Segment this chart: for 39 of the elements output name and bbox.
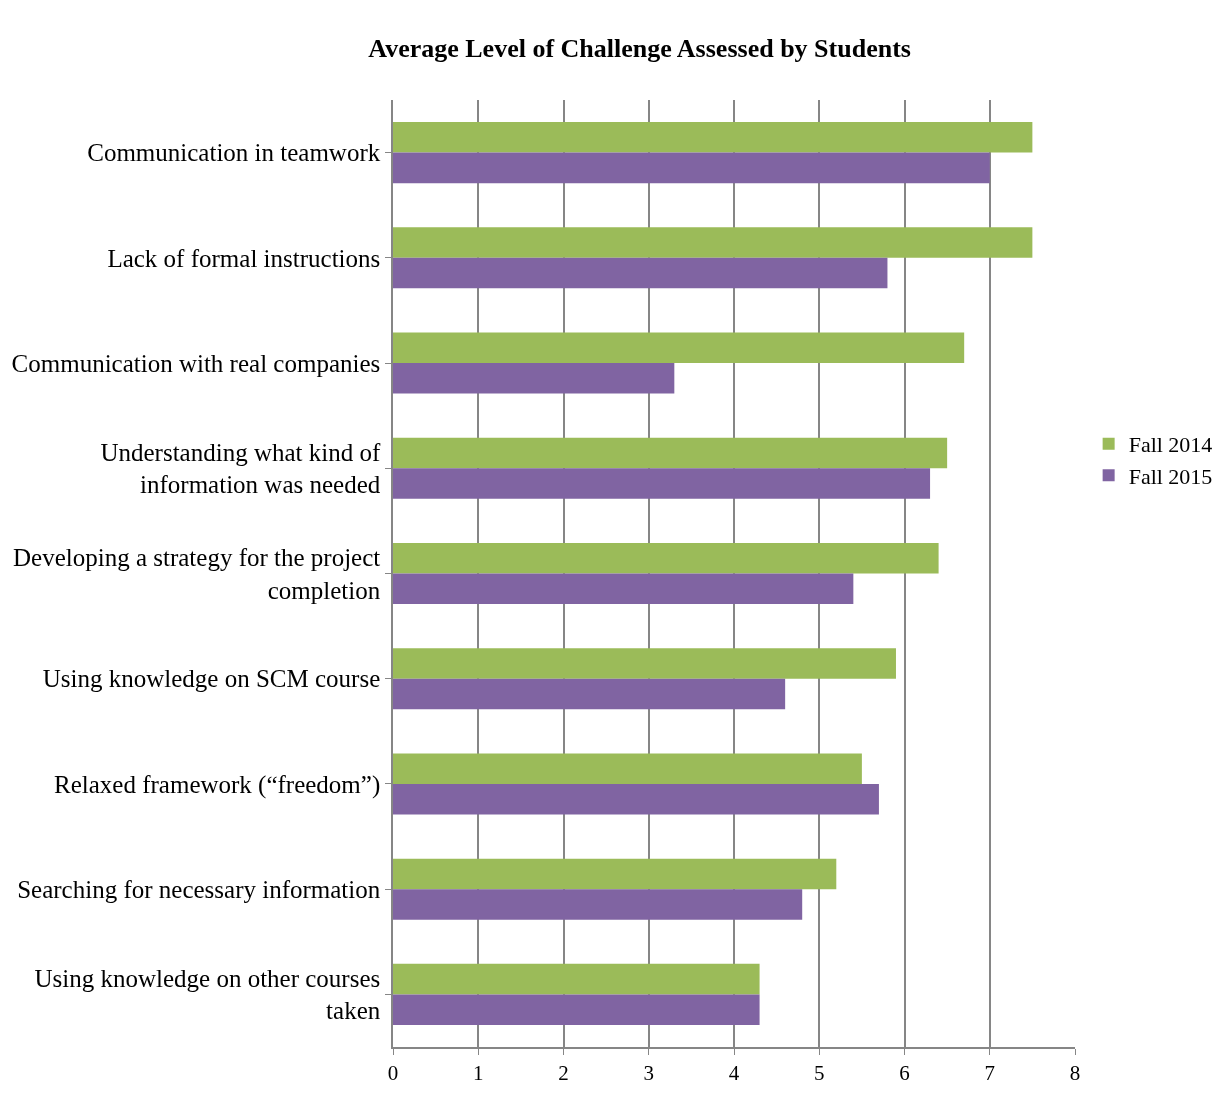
bar [393, 573, 854, 605]
y-tick-label: Using knowledge on SCM course [42, 665, 381, 693]
x-tick-label: 2 [558, 1060, 569, 1085]
y-tick-label: Lack of formal instructions [107, 244, 381, 272]
x-tick-label: 7 [984, 1060, 995, 1085]
y-tick-label: Searching for necessary information [17, 875, 381, 903]
bar [393, 648, 896, 679]
y-tick-label: Developing a strategy for the project completion [13, 544, 381, 604]
x-tick-label: 6 [899, 1060, 910, 1085]
bar [393, 257, 888, 289]
chart-title: Average Level of Challenge Assessed by Students [368, 33, 911, 63]
x-tick-label: 3 [643, 1060, 654, 1085]
bar [393, 889, 803, 920]
bar [393, 437, 948, 469]
bar [393, 858, 837, 890]
bar [393, 227, 1033, 258]
y-tick-label: Using knowledge on other courses taken [34, 964, 381, 1025]
legend-label: Fall 2014 [1128, 432, 1213, 458]
x-tick-label: 1 [473, 1060, 484, 1085]
bar [393, 363, 675, 394]
bar [393, 468, 931, 499]
bar [393, 753, 862, 784]
bar [393, 783, 879, 815]
bar [393, 963, 760, 995]
y-tick-label: Understanding what kind of information was needed [100, 438, 381, 499]
bar [393, 122, 1033, 153]
y-tick-label: Relaxed framework (“freedom”) [54, 770, 381, 799]
bar [393, 332, 965, 364]
x-tick-label: 5 [814, 1060, 825, 1085]
x-tick-label: 0 [387, 1060, 399, 1085]
bar [393, 542, 939, 574]
y-tick-label: Communication in teamwork [87, 139, 381, 167]
y-tick-label: Communication with real companies [11, 349, 381, 377]
x-tick-label: 8 [1069, 1060, 1081, 1085]
legend-label: Fall 2015 [1128, 463, 1213, 489]
bar [393, 994, 760, 1025]
bar [393, 678, 786, 710]
bar [393, 152, 990, 184]
x-tick-label: 4 [728, 1060, 740, 1085]
